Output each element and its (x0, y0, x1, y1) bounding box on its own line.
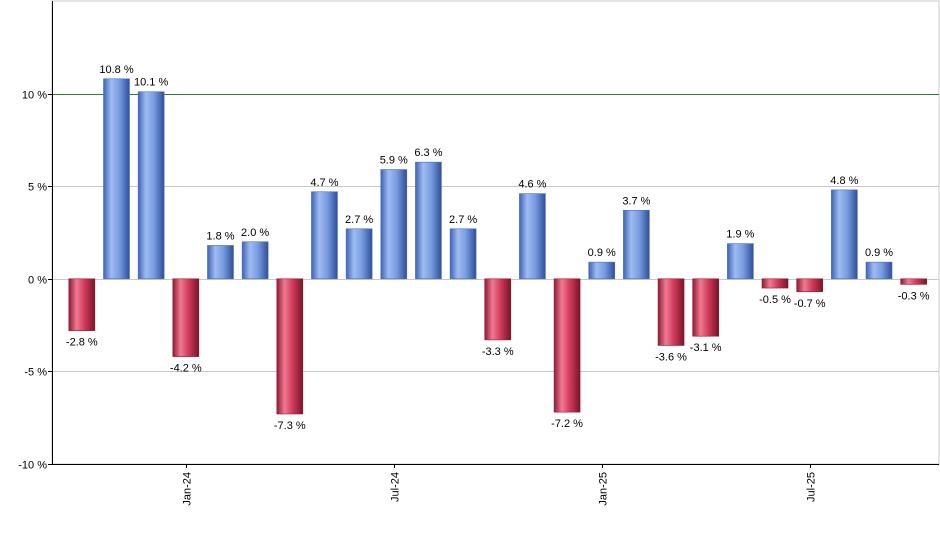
bar-negative (484, 278, 512, 341)
data-label: -7.2 % (551, 418, 583, 430)
data-label: -0.5 % (759, 294, 791, 306)
bar-negative (692, 278, 720, 337)
data-label: 1.9 % (726, 229, 754, 241)
bar-positive (207, 245, 234, 280)
axis-layer: 10 % 5 % 0 % -5 % -10 % Jan-24 Jul-24 Jan-25 Jul… (18, 1, 939, 506)
bar-negative (657, 278, 685, 346)
data-label: 4.6 % (518, 179, 546, 191)
x-tick-label: Jul-24 (390, 472, 402, 502)
data-label: -7.3 % (274, 420, 306, 432)
data-label: 2.0 % (241, 227, 269, 239)
data-label: 3.7 % (622, 195, 650, 207)
grid-layer (51, 0, 940, 465)
bar-positive (137, 91, 165, 280)
data-label: 10.1 % (134, 77, 168, 89)
bar-positive (831, 189, 858, 280)
data-label: 5.9 % (380, 155, 408, 167)
bar-negative (276, 278, 304, 415)
x-tick-label: Jan-24 (182, 472, 194, 506)
bar-negative (900, 278, 927, 285)
bar-positive (623, 209, 650, 280)
data-label: 0.9 % (588, 247, 616, 259)
plot-frame (51, 0, 940, 465)
data-label: 0.9 % (865, 247, 893, 259)
bar-positive (519, 193, 546, 280)
y-tick-label: 10 % (22, 90, 47, 102)
y-tick-label: 5 % (28, 182, 47, 194)
data-label: 2.7 % (449, 214, 477, 226)
data-label: -2.8 % (66, 337, 98, 349)
bar-negative (796, 278, 823, 293)
y-tick-label: -10 % (18, 460, 47, 472)
bar-positive (241, 241, 269, 280)
bar-positive (727, 243, 754, 280)
bar-positive (103, 78, 130, 280)
data-label: 2.7 % (345, 214, 373, 226)
data-label: 10.8 % (99, 64, 133, 76)
data-label: -4.2 % (170, 363, 202, 375)
data-label: -3.3 % (482, 346, 514, 358)
bar-positive (380, 169, 408, 280)
bar-negative (553, 278, 581, 413)
data-label: -0.7 % (794, 298, 826, 310)
data-label: -0.3 % (898, 290, 930, 302)
bar-layer (68, 78, 927, 415)
bar-negative (172, 278, 200, 357)
bar-negative (761, 278, 789, 289)
bar-positive (449, 228, 477, 280)
bar-positive (588, 261, 616, 280)
bar-positive (415, 161, 442, 280)
bar-negative (68, 278, 96, 331)
data-label: -3.1 % (690, 342, 722, 354)
bar-positive (311, 191, 338, 280)
y-tick-label: -5 % (24, 367, 47, 379)
data-label: -3.6 % (655, 351, 687, 363)
bar-positive (865, 261, 893, 280)
data-label: 4.7 % (310, 177, 338, 189)
data-label: 4.8 % (830, 175, 858, 187)
x-tick-label: Jan-25 (598, 472, 610, 506)
data-label: 6.3 % (414, 147, 442, 159)
x-tick-label: Jul-25 (806, 472, 818, 502)
label-layer: -2.8 % 10.8 %10.1 % -4.2 % 1.8 % 2.0 % -7.3 %… (66, 64, 930, 432)
data-label: 1.8 % (206, 230, 234, 242)
y-tick-label: 0 % (28, 275, 47, 287)
bar-positive (345, 228, 373, 280)
